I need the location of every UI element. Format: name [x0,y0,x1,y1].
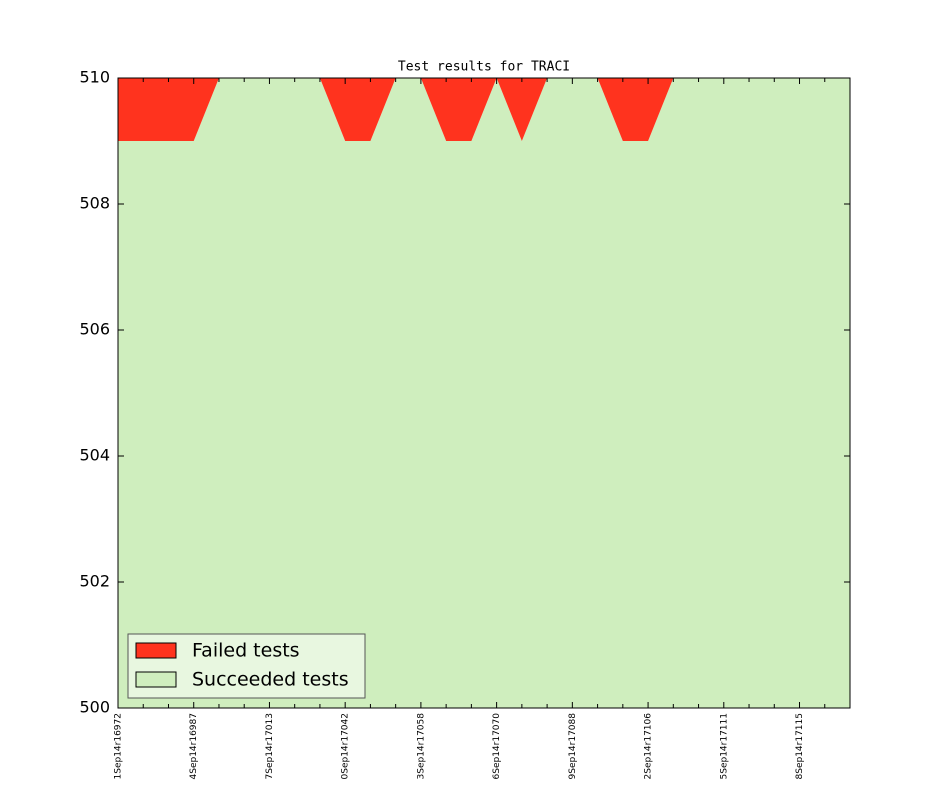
y-tick-label: 506 [79,320,110,339]
legend-label: Succeeded tests [192,669,349,691]
chart-title: Test results for TRACI [398,60,570,75]
x-tick-label: 7Sep14r17013 [265,713,275,779]
x-tick-label: 0Sep14r17042 [341,713,351,779]
y-tick-label: 504 [79,446,110,465]
area [118,78,850,141]
x-tick-label: 3Sep14r17058 [416,713,426,780]
x-tick-label: 2Sep14r17106 [644,713,654,780]
y-tick-label: 500 [79,698,110,717]
legend-swatch [135,642,177,659]
y-tick-label: 502 [79,572,110,591]
y-tick-label: 508 [79,194,110,213]
legend-label: Failed tests [192,640,300,662]
legend-swatch [135,671,177,688]
x-tick-label: 5Sep14r17111 [719,713,729,779]
x-tick-label: 4Sep14r16987 [189,713,199,779]
plot-frame [117,77,851,709]
y-tick-label: 510 [79,68,110,87]
x-tick-label: 6Sep14r17070 [492,713,502,780]
x-tick-label: 1Sep14r16972 [114,713,124,779]
area [118,78,850,708]
x-tick-label: 9Sep14r17088 [568,713,578,780]
x-tick-label: 8Sep14r17115 [795,713,805,779]
